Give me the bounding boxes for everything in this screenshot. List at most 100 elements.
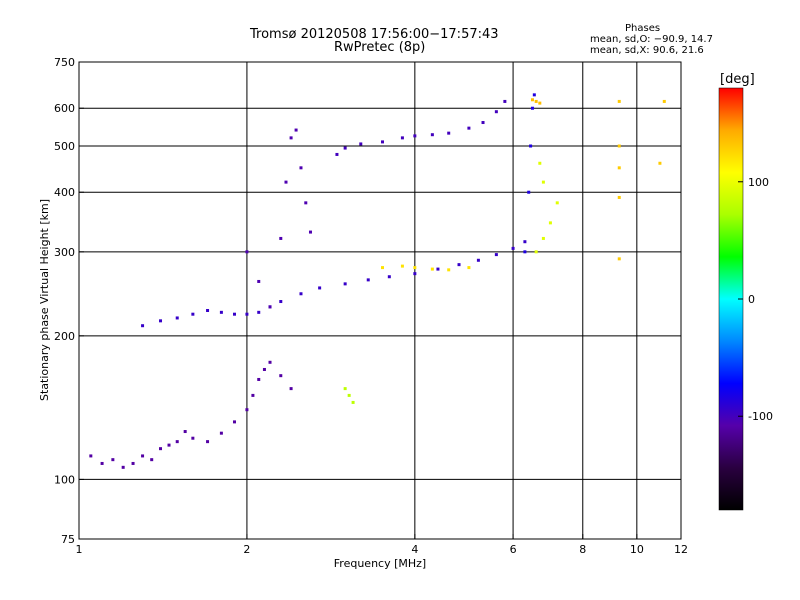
chart-title: Tromsø 20120508 17:56:00−17:57:43 [250,27,499,42]
data-point [232,312,236,316]
data-point [530,106,534,110]
data-point [541,236,545,240]
data-point [658,161,662,165]
data-point [175,316,179,320]
data-point [150,458,154,462]
data-point [494,253,498,257]
data-point [284,180,288,184]
colorbar-label: [deg] [720,72,755,87]
data-point [279,300,283,304]
data-point [257,279,261,283]
data-point [523,250,527,254]
x-tick-label: 8 [579,543,586,556]
x-tick-label: 1 [76,543,83,556]
data-point [262,367,266,371]
data-point [257,310,261,314]
data-point [617,144,621,148]
plot-frame [78,61,682,540]
data-point [534,99,538,103]
data-point [279,236,283,240]
data-point [481,121,485,125]
y-axis-ticks: 75 100 200 300 400 500 600 750 [54,56,84,546]
data-point [251,393,255,397]
data-point [191,436,195,440]
data-point [245,312,249,316]
data-point [530,98,534,102]
data-point [299,292,303,296]
data-point [141,454,145,458]
data-point [206,308,210,312]
data-point [299,166,303,170]
data-point [219,310,223,314]
data-point [347,393,351,397]
y-tick-label: 75 [61,533,75,546]
colorbar-tick-label: -100 [748,410,773,423]
data-point [131,461,135,465]
data-point [89,454,93,458]
data-point [351,400,355,404]
data-point [534,250,538,254]
y-axis-label: Stationary phase Virtual Height [km] [38,199,51,401]
data-point [343,146,347,150]
data-point [279,374,283,378]
colorbar-ticks: 100 0 -100 [738,176,773,423]
chart-subtitle: RwPretec (8p) [334,40,426,55]
y-tick-label: 500 [54,140,75,153]
y-tick-label: 750 [54,56,75,69]
data-point [430,267,434,271]
data-point [413,272,417,276]
data-point [387,275,391,279]
data-point [245,408,249,412]
x-tick-label: 12 [674,543,688,556]
data-point [268,305,272,309]
data-point [268,360,272,364]
data-point [308,230,312,234]
y-tick-label: 100 [54,473,75,486]
y-tick-label: 300 [54,246,75,259]
data-point [245,250,249,254]
data-point [232,420,236,424]
data-point [430,133,434,137]
data-point [503,99,507,103]
data-point [175,440,179,444]
data-point [529,144,533,148]
data-point [617,195,621,199]
data-point [359,142,363,146]
y-tick-label: 200 [54,330,75,343]
colorbar-tick-label: 0 [748,293,755,306]
y-tick-label: 400 [54,186,75,199]
data-point [167,443,171,447]
x-axis-label: Frequency [MHz] [334,557,426,570]
data-point [183,430,187,434]
data-point [159,447,163,451]
data-point [447,131,451,135]
data-point [476,258,480,262]
data-point [457,263,461,267]
x-tick-label: 4 [411,543,418,556]
data-point [257,377,261,381]
data-point [617,166,621,170]
data-point [555,201,559,205]
phase-stats-x-mode: mean, sd,X: 90.6, 21.6 [590,45,704,56]
data-point [494,110,498,114]
data-points [89,93,666,469]
data-point [159,319,163,323]
data-point [617,257,621,261]
data-point [527,190,531,194]
data-point [219,431,223,435]
phase-stats-heading: Phases [625,23,661,34]
data-point [111,458,115,462]
data-point [662,99,666,103]
data-point [318,286,322,290]
x-tick-label: 6 [510,543,517,556]
data-point [541,180,545,184]
data-point [538,101,542,105]
data-point [335,152,339,156]
data-point [467,266,471,270]
x-tick-label: 10 [630,543,644,556]
data-point [100,461,104,465]
data-point [400,136,404,140]
data-point [413,266,417,270]
data-point [294,128,298,132]
